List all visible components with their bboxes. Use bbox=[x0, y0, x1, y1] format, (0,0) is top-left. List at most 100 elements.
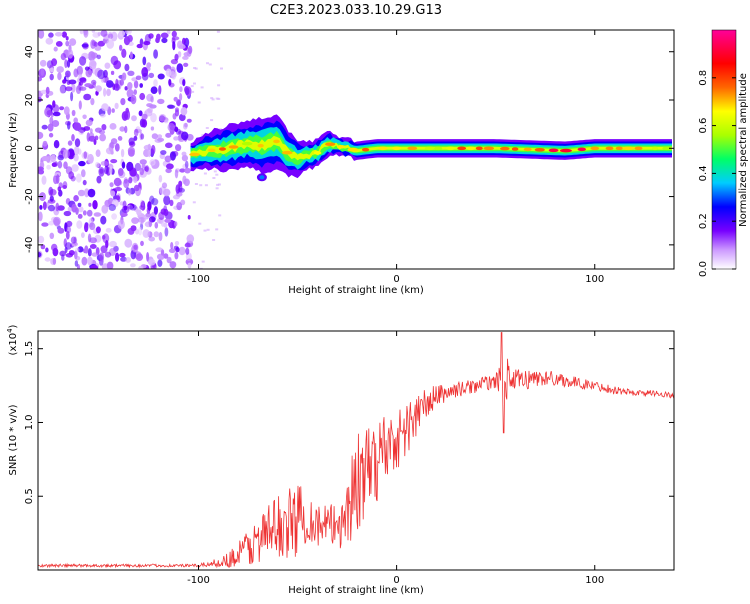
noise-blob bbox=[38, 235, 45, 244]
noise-blob bbox=[157, 98, 165, 105]
noise-blob bbox=[73, 68, 79, 78]
noise-blob bbox=[95, 149, 101, 157]
noise-blob bbox=[130, 263, 136, 268]
noise-blob bbox=[41, 175, 47, 185]
snr-panel: -100 0 100 0.5 1.0 1.5 Height of straight lin… bbox=[6, 324, 675, 596]
noise-blob bbox=[57, 72, 62, 81]
noise-blob bbox=[178, 113, 186, 122]
noise-blob bbox=[110, 70, 115, 75]
noise-blob bbox=[139, 38, 144, 46]
noise-blob bbox=[165, 132, 172, 138]
colorbar-gradient bbox=[711, 29, 737, 270]
noise-blob bbox=[96, 54, 102, 60]
noise-blob bbox=[71, 83, 76, 93]
noise-blob bbox=[119, 252, 126, 258]
noise-blob bbox=[48, 186, 54, 196]
noise-blob bbox=[127, 70, 135, 77]
noise-blob bbox=[135, 75, 142, 81]
noise-blob bbox=[45, 247, 49, 253]
noise-blob bbox=[131, 115, 137, 122]
noise-blob bbox=[185, 87, 190, 95]
noise-blob bbox=[150, 126, 155, 131]
noise-blob bbox=[119, 126, 125, 132]
noise-blob bbox=[41, 124, 48, 130]
noise-blob bbox=[57, 205, 65, 211]
noise-blob bbox=[184, 160, 189, 169]
noise-blob bbox=[150, 86, 158, 94]
noise-blob bbox=[97, 31, 101, 37]
noise-blob bbox=[110, 55, 119, 66]
noise-blob bbox=[52, 247, 59, 257]
noise-blob bbox=[66, 220, 73, 227]
noise-blob bbox=[56, 66, 64, 73]
noise-blob bbox=[163, 195, 171, 206]
noise-blob bbox=[119, 79, 125, 86]
ridge-peak bbox=[207, 148, 216, 153]
noise-blob bbox=[120, 256, 127, 262]
noise-blob bbox=[79, 86, 87, 91]
noise-blob bbox=[130, 225, 137, 232]
noise-dot bbox=[194, 67, 198, 70]
noise-blob bbox=[75, 173, 82, 183]
spectrogram-plot-area bbox=[38, 30, 672, 269]
noise-blob bbox=[134, 162, 141, 172]
noise-blob bbox=[149, 159, 156, 166]
noise-blob bbox=[110, 150, 114, 155]
noise-blob bbox=[146, 93, 154, 102]
noise-blob bbox=[92, 81, 96, 89]
noise-blob bbox=[140, 240, 144, 247]
noise-blob bbox=[133, 80, 139, 89]
noise-blob bbox=[187, 262, 192, 269]
noise-blob bbox=[181, 131, 189, 141]
noise-blob bbox=[52, 257, 57, 265]
noise-blob bbox=[125, 257, 131, 263]
colorbar: 0.0 0.2 0.4 0.6 0.8 Normalized spectral ampl… bbox=[698, 29, 749, 277]
noise-dot bbox=[203, 172, 207, 175]
noise-blob bbox=[94, 127, 103, 133]
noise-blob bbox=[67, 121, 71, 130]
noise-blob bbox=[100, 160, 109, 166]
spectrogram-y-tick-label: 0 bbox=[24, 145, 35, 151]
noise-dot bbox=[194, 183, 198, 185]
noise-blob bbox=[71, 203, 77, 213]
noise-blob bbox=[68, 79, 77, 85]
noise-blob bbox=[87, 233, 92, 243]
ridge-peak bbox=[457, 146, 467, 151]
noise-blob bbox=[174, 169, 179, 179]
noise-blob bbox=[143, 214, 150, 220]
noise-blob bbox=[133, 184, 140, 192]
noise-blob bbox=[58, 189, 63, 197]
ridge-peak bbox=[378, 146, 388, 151]
noise-blob bbox=[78, 100, 82, 110]
noise-blob bbox=[95, 161, 100, 168]
noise-blob bbox=[167, 104, 176, 109]
noise-blob bbox=[117, 219, 125, 230]
noise-blob bbox=[98, 167, 105, 177]
noise-blob bbox=[121, 72, 127, 81]
noise-blob bbox=[168, 248, 176, 253]
noise-blob bbox=[167, 123, 175, 132]
noise-blob bbox=[161, 182, 168, 189]
noise-blob bbox=[51, 120, 60, 127]
noise-blob bbox=[48, 204, 55, 212]
noise-blob bbox=[110, 190, 116, 197]
snr-y-scale-suffix: ) bbox=[8, 324, 19, 328]
noise-blob bbox=[153, 231, 159, 238]
noise-blob bbox=[71, 164, 79, 172]
noise-dot bbox=[218, 128, 222, 131]
noise-blob bbox=[139, 159, 147, 165]
noise-blob bbox=[87, 153, 94, 164]
noise-blob bbox=[101, 204, 109, 214]
noise-blob bbox=[169, 261, 177, 269]
noise-blob bbox=[166, 163, 174, 170]
colorbar-label: Normalized spectral amplitude bbox=[738, 73, 749, 227]
noise-blob bbox=[64, 86, 73, 92]
noise-blob bbox=[166, 30, 171, 35]
noise-blob bbox=[97, 69, 105, 80]
noise-blob bbox=[138, 110, 143, 117]
noise-blob bbox=[133, 89, 137, 95]
noise-blob bbox=[125, 30, 132, 35]
noise-dot bbox=[201, 260, 205, 263]
noise-blob bbox=[160, 32, 169, 39]
noise-blob bbox=[96, 175, 102, 184]
